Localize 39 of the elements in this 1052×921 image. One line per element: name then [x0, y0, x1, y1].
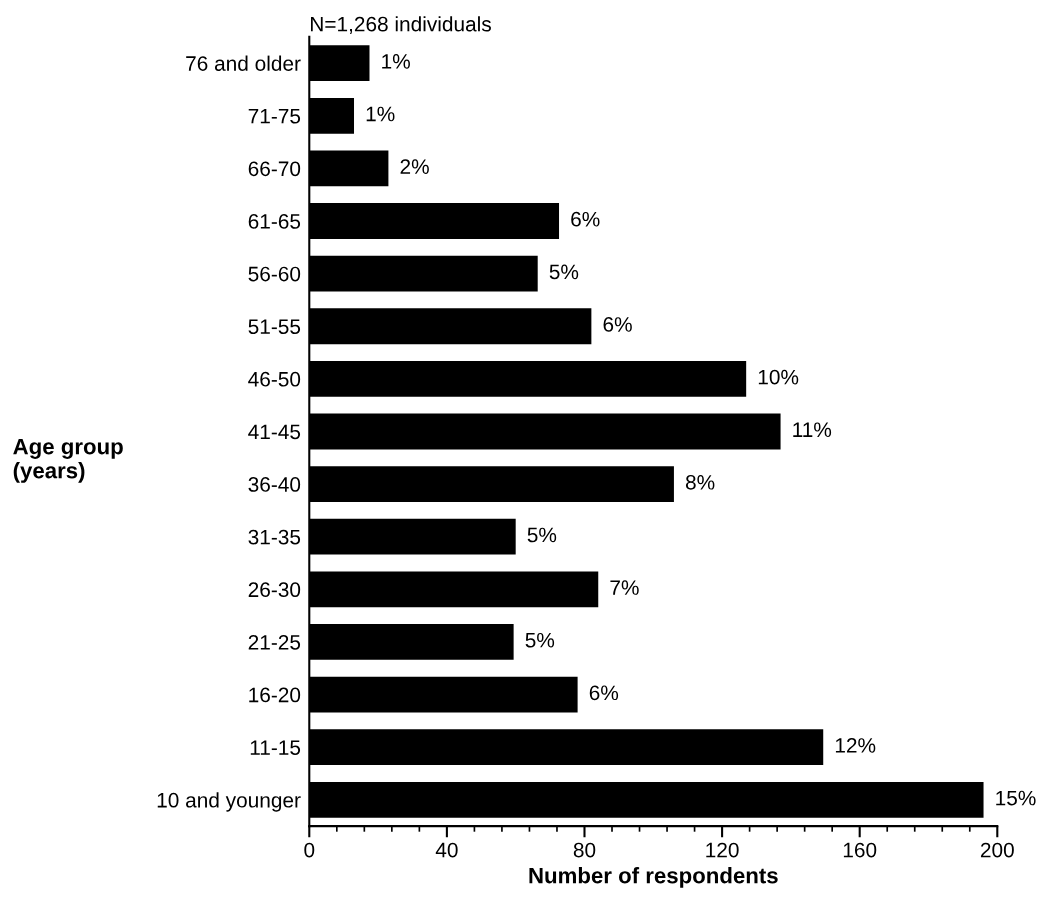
y-tick-label: 56-60: [248, 266, 301, 282]
annotation: 11%: [793, 422, 832, 437]
x-tick-label: 120: [706, 842, 739, 858]
annotation: 2%: [400, 159, 429, 174]
annotation: 15%: [996, 790, 1036, 806]
x-tick-label: 40: [435, 842, 458, 858]
annotation: 6%: [603, 317, 632, 332]
annotation: 10%: [758, 369, 799, 385]
y-tick-label: 46-50: [248, 371, 301, 387]
x-tick-label: 0: [304, 842, 315, 858]
x-tick-label: 160: [843, 842, 877, 858]
y-axis-title: Age group (years): [13, 438, 123, 483]
y-tick-label: 26-30: [248, 582, 301, 598]
x-tick-label: 80: [573, 842, 596, 858]
y-tick-label: 76 and older: [186, 55, 301, 71]
annotation: 1%: [366, 106, 395, 122]
annotation: 1%: [382, 54, 410, 69]
annotation: 7%: [610, 580, 639, 595]
y-tick-label: 71-75: [248, 108, 301, 124]
chart-title: N=1,268 individuals: [311, 16, 491, 34]
annotation: 8%: [685, 474, 715, 490]
annotation: 5%: [527, 527, 557, 543]
y-tick-label: 51-55: [248, 319, 301, 334]
y-tick-label: 21-25: [248, 634, 301, 650]
annotation: 12%: [835, 738, 876, 753]
y-tick-label: 36-40: [248, 477, 301, 492]
annotation: 6%: [571, 211, 600, 227]
x-tick-label: 200: [980, 842, 1014, 858]
annotation: 6%: [589, 685, 619, 701]
y-tick-label: 31-35: [248, 529, 301, 545]
y-tick-label: 10 and younger: [157, 792, 301, 812]
y-tick-label: 66-70: [248, 161, 301, 177]
y-tick-label: 11-15: [250, 740, 301, 755]
y-tick-label: 16-20: [249, 687, 301, 703]
x-axis-title: Number of respondents: [529, 867, 778, 888]
y-tick-label: 61-65: [248, 214, 301, 229]
annotation: 5%: [525, 632, 555, 648]
y-tick-label: 41-45: [248, 424, 301, 440]
annotation: 5%: [549, 264, 579, 280]
